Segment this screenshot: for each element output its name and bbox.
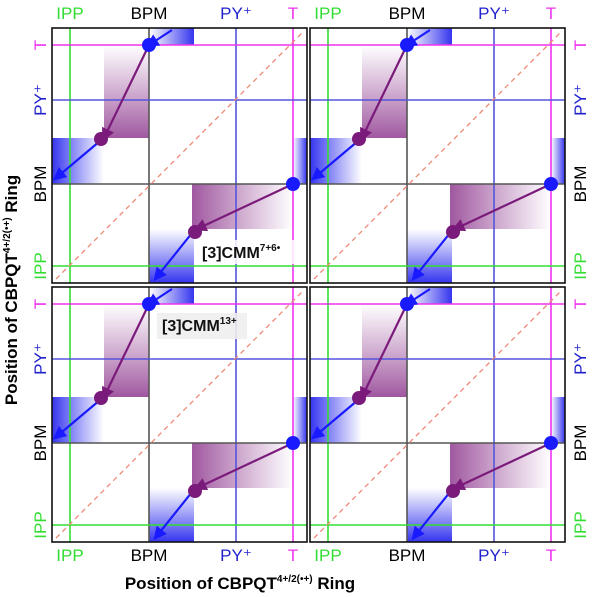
arrow-to-left-edge <box>310 399 359 440</box>
right-axis-label-t: T <box>571 299 590 309</box>
right-axis-label-bpm: BPM <box>571 166 590 203</box>
left-axis-label-t: T <box>31 299 50 309</box>
diagonal-reference-line <box>55 31 304 280</box>
arrow-to-purple-node-upper <box>102 303 150 401</box>
shade-blue-right <box>551 397 565 443</box>
node-blue-top <box>142 297 156 311</box>
shade-blue-bottom <box>149 488 194 542</box>
shade-blue-bottom <box>149 229 194 283</box>
left-axis-label-bpm: BPM <box>31 425 50 462</box>
node-purple-lower <box>188 484 202 498</box>
node-blue-right <box>544 436 558 450</box>
node-blue-top <box>400 38 414 52</box>
panel-bottom-left <box>51 286 308 543</box>
arrow-to-bottom-edge <box>153 232 193 282</box>
shade-blue-right <box>551 138 565 184</box>
arrow-to-bottom-edge <box>153 491 193 541</box>
left-axis-label-py: PY⁺ <box>31 84 50 116</box>
annotation-cmm-13plus: [3]CMM13+ <box>162 316 237 335</box>
bottom-axis-label-py: PY⁺ <box>220 546 252 565</box>
node-purple-upper <box>94 132 108 146</box>
node-blue-top <box>142 38 156 52</box>
left-axis-label-bpm: BPM <box>31 166 50 203</box>
top-axis-label-ipp: IPP <box>314 4 341 23</box>
diagonal-reference-line <box>313 31 562 280</box>
bottom-axis-label-bpm: BPM <box>389 546 426 565</box>
bottom-axis-label-t: T <box>288 546 298 565</box>
top-axis-label-bpm: BPM <box>131 4 168 23</box>
right-axis-label-t: T <box>571 40 590 50</box>
y-axis-title: Position of CBPQT4+/2(•+) Ring <box>2 175 21 405</box>
x-axis-title: Position of CBPQT4+/2(•+) Ring <box>125 574 355 593</box>
shade-blue-bottom <box>407 229 452 283</box>
node-purple-upper <box>352 132 366 146</box>
node-purple-lower <box>446 484 460 498</box>
panel-border <box>51 27 308 284</box>
bottom-axis-label-ipp: IPP <box>314 546 341 565</box>
top-axis-label-ipp: IPP <box>56 4 83 23</box>
panel-bottom-right <box>309 286 566 543</box>
left-axis-label-py: PY⁺ <box>31 343 50 375</box>
right-axis-label-ipp: IPP <box>571 252 590 279</box>
arrow-to-purple-node-lower <box>193 442 294 491</box>
node-blue-right <box>286 436 300 450</box>
diagonal-reference-line <box>55 290 304 539</box>
arrow-to-purple-node-upper <box>102 44 150 142</box>
node-purple-lower <box>188 225 202 239</box>
top-axis-label-bpm: BPM <box>389 4 426 23</box>
annotation-background-1 <box>197 240 295 264</box>
arrow-to-purple-node-upper <box>360 303 408 401</box>
bottom-axis-label-ipp: IPP <box>56 546 83 565</box>
bottom-axis-label-bpm: BPM <box>131 546 168 565</box>
shade-blue-right <box>293 138 307 184</box>
right-axis-label-py: PY⁺ <box>571 343 590 375</box>
bottom-axis-label-py: PY⁺ <box>478 546 510 565</box>
arrow-to-purple-node-lower <box>451 183 552 232</box>
node-blue-right <box>544 177 558 191</box>
panel-border <box>309 27 566 284</box>
node-blue-right <box>286 177 300 191</box>
panel-border <box>309 286 566 543</box>
arrow-to-purple-node-lower <box>193 183 294 232</box>
node-purple-upper <box>94 391 108 405</box>
node-blue-top <box>400 297 414 311</box>
right-axis-label-ipp: IPP <box>571 511 590 538</box>
annotation-cmm-7plus: [3]CMM7+6• <box>202 243 281 262</box>
top-axis-label-t: T <box>288 4 298 23</box>
top-axis-label-py: PY⁺ <box>478 4 510 23</box>
arrow-to-purple-node-upper <box>360 44 408 142</box>
panel-top-left <box>51 27 308 284</box>
arrow-to-left-edge <box>52 399 101 440</box>
shade-blue-bottom <box>407 488 452 542</box>
shade-blue-right <box>293 397 307 443</box>
top-axis-label-t: T <box>546 4 556 23</box>
right-axis-label-bpm: BPM <box>571 425 590 462</box>
left-axis-label-ipp: IPP <box>31 252 50 279</box>
annotation-background-2 <box>157 313 247 339</box>
node-purple-lower <box>446 225 460 239</box>
diagonal-reference-line <box>313 290 562 539</box>
bottom-axis-label-t: T <box>546 546 556 565</box>
arrow-to-purple-node-lower <box>451 442 552 491</box>
node-purple-upper <box>352 391 366 405</box>
arrow-to-left-edge <box>310 140 359 181</box>
right-axis-label-py: PY⁺ <box>571 84 590 116</box>
arrow-to-bottom-edge <box>411 491 451 541</box>
left-axis-label-ipp: IPP <box>31 511 50 538</box>
arrow-to-bottom-edge <box>411 232 451 282</box>
arrow-to-left-edge <box>52 140 101 181</box>
top-axis-label-py: PY⁺ <box>220 4 252 23</box>
panel-border <box>51 286 308 543</box>
panel-top-right <box>309 27 566 284</box>
left-axis-label-t: T <box>31 40 50 50</box>
